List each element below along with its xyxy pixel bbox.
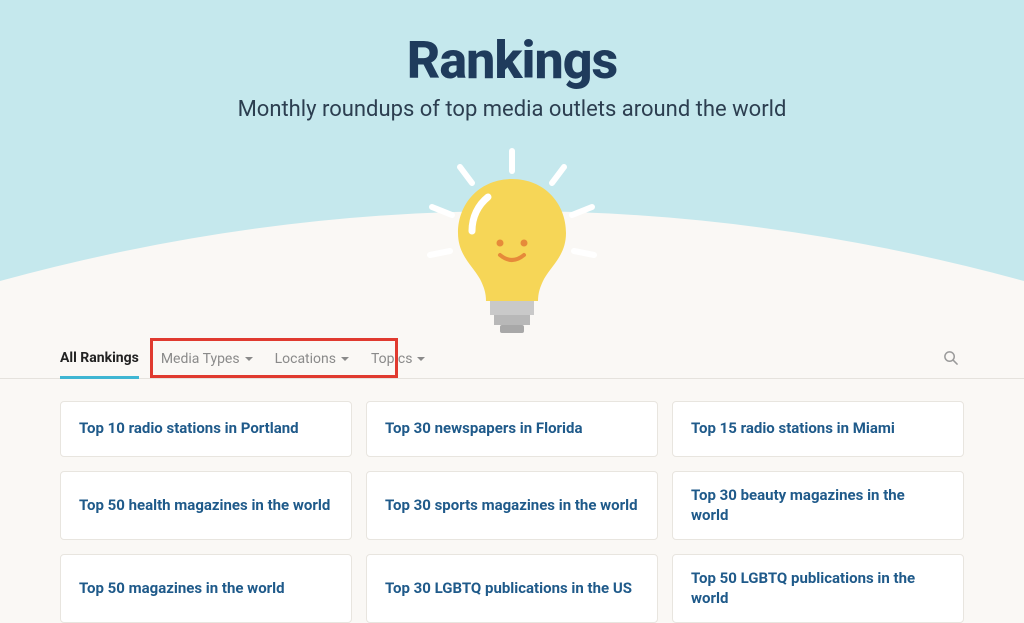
ranking-card[interactable]: Top 15 radio stations in Miami (672, 401, 964, 457)
ranking-card-title: Top 10 radio stations in Portland (79, 419, 299, 439)
ranking-card-title: Top 30 LGBTQ publications in the US (385, 579, 632, 599)
ranking-card-title: Top 30 beauty magazines in the world (691, 486, 945, 525)
tab-label: Locations (275, 351, 336, 367)
ranking-card[interactable]: Top 50 health magazines in the world (60, 471, 352, 540)
ranking-cards-grid: Top 10 radio stations in Portland Top 30… (0, 379, 1024, 623)
ranking-card[interactable]: Top 50 magazines in the world (60, 554, 352, 623)
chevron-down-icon (245, 357, 253, 361)
ranking-card[interactable]: Top 50 LGBTQ publications in the world (672, 554, 964, 623)
hero-banner: Rankings Monthly roundups of top media o… (0, 0, 1024, 310)
page-title: Rankings (0, 0, 1024, 91)
ranking-card-title: Top 50 health magazines in the world (79, 496, 330, 516)
ranking-card[interactable]: Top 10 radio stations in Portland (60, 401, 352, 457)
chevron-down-icon (341, 357, 349, 361)
ranking-card[interactable]: Top 30 beauty magazines in the world (672, 471, 964, 540)
tab-topics[interactable]: Topics (371, 341, 425, 377)
search-icon[interactable] (937, 344, 964, 375)
tab-locations[interactable]: Locations (275, 341, 349, 377)
tab-all-rankings[interactable]: All Rankings (60, 340, 139, 379)
tab-label: Topics (371, 351, 412, 367)
chevron-down-icon (417, 357, 425, 361)
lightbulb-illustration (402, 145, 622, 345)
ranking-card-title: Top 15 radio stations in Miami (691, 419, 895, 439)
ranking-card-title: Top 50 magazines in the world (79, 579, 285, 599)
ranking-card[interactable]: Top 30 LGBTQ publications in the US (366, 554, 658, 623)
tab-label: All Rankings (60, 350, 139, 366)
ranking-card-title: Top 50 LGBTQ publications in the world (691, 569, 945, 608)
filter-tabs: All Rankings Media Types Locations Topic… (0, 340, 1024, 379)
page-subtitle: Monthly roundups of top media outlets ar… (0, 97, 1024, 122)
ranking-card[interactable]: Top 30 newspapers in Florida (366, 401, 658, 457)
tab-label: Media Types (161, 351, 240, 367)
ranking-card[interactable]: Top 30 sports magazines in the world (366, 471, 658, 540)
ranking-card-title: Top 30 sports magazines in the world (385, 496, 638, 516)
ranking-card-title: Top 30 newspapers in Florida (385, 419, 582, 439)
tab-media-types[interactable]: Media Types (161, 341, 253, 377)
